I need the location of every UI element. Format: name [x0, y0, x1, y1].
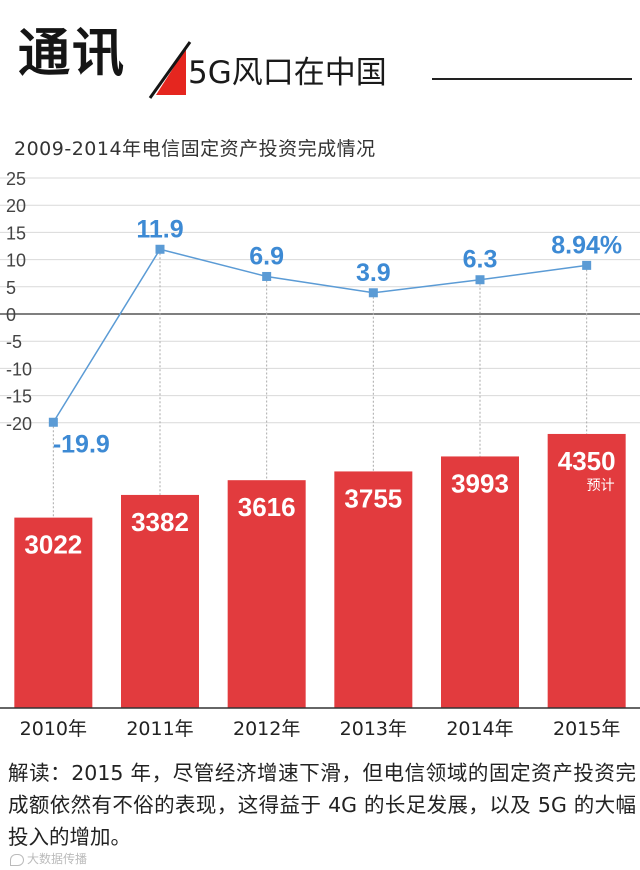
x-category-label: 2012年 — [233, 718, 300, 740]
y-tick-label: 15 — [6, 223, 26, 243]
bar-value-label: 3993 — [451, 468, 509, 498]
commentary-text: 解读：2015 年，尽管经济增速下滑，但电信领域的固定资产投资完成额依然有不俗的… — [8, 761, 636, 849]
line-point — [475, 275, 485, 285]
x-category-label: 2011年 — [126, 718, 193, 740]
y-tick-label: 25 — [6, 169, 26, 189]
bar — [334, 471, 413, 708]
line-point — [368, 288, 378, 298]
header: 通讯 5G风口在中国 — [0, 0, 640, 110]
line-value-label: 3.9 — [356, 259, 391, 287]
x-category-label: 2014年 — [446, 718, 513, 740]
watermark-text: 大数据传播 — [27, 852, 88, 866]
bar — [14, 517, 93, 708]
bar-value-label: 3022 — [24, 530, 82, 560]
y-tick-label: -10 — [6, 359, 32, 379]
bar — [441, 456, 519, 708]
y-tick-label: 5 — [6, 278, 16, 298]
chart: 25 20 15 10 5 0 -5 -10 -15 -20 3022 3382 3616 3755 399… — [0, 169, 640, 740]
header-rule — [432, 78, 632, 80]
watermark-logo-icon — [10, 853, 24, 866]
x-category-label: 2015年 — [553, 718, 620, 740]
y-tick-label: -5 — [6, 332, 22, 352]
line-value-label: -19.9 — [53, 430, 110, 458]
line-point — [582, 260, 592, 270]
bar — [547, 433, 626, 708]
watermark: 大数据传播 — [10, 850, 87, 867]
x-category-label: 2013年 — [340, 718, 407, 740]
line-value-label: 8.94% — [551, 231, 622, 259]
line-value-label: 6.9 — [249, 242, 284, 270]
x-category-label: 2010年 — [20, 718, 87, 740]
bar — [227, 480, 306, 708]
y-tick-label: 0 — [6, 305, 16, 325]
line-series — [52, 248, 587, 423]
line-point — [155, 244, 165, 254]
y-tick-label: 20 — [6, 196, 26, 216]
page-subtitle: 5G风口在中国 — [188, 55, 387, 91]
slash-accent-icon — [148, 41, 192, 99]
line-point — [48, 417, 58, 427]
line-point — [262, 271, 272, 281]
y-tick-label: -20 — [6, 414, 32, 434]
y-tick-label: 10 — [6, 251, 26, 271]
bar-value-label: 3616 — [238, 492, 296, 522]
y-tick-label: -15 — [6, 387, 32, 407]
bar-value-label: 3755 — [344, 483, 402, 513]
brand-title: 通讯 — [18, 24, 127, 84]
chart-title: 2009-2014年电信固定资产投资完成情况 — [14, 138, 376, 160]
bar-annotation: 预计 — [587, 478, 615, 494]
line-value-label: 6.3 — [463, 246, 498, 274]
bar-value-label: 4350 — [558, 446, 616, 476]
bar-value-label: 3382 — [131, 507, 189, 537]
bar — [121, 494, 199, 708]
line-value-label: 11.9 — [136, 215, 183, 243]
